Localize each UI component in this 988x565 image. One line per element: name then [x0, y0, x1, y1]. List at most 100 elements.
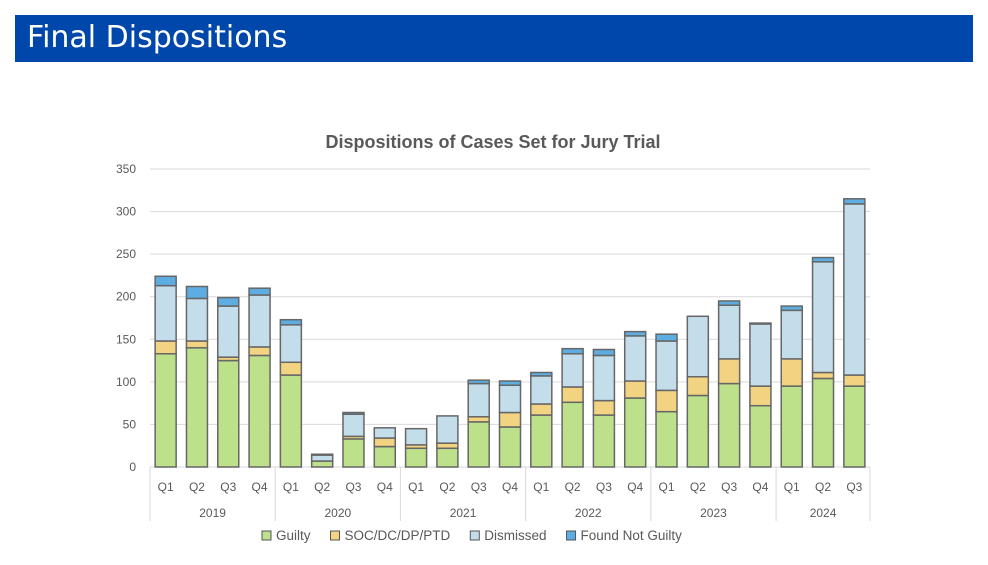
bar-segment-dismissed: [717, 304, 741, 360]
x-tick-label: Q4: [627, 480, 643, 494]
legend-swatch: [469, 530, 480, 541]
bar-segment-soc-dc-dp-ptd: [686, 375, 710, 397]
bar-segment-dismissed: [373, 427, 397, 439]
bar-segment-guilty: [655, 410, 678, 468]
bar-segment-soc-dc-dp-ptd: [373, 437, 397, 448]
bar-segment-guilty: [530, 414, 553, 468]
bar-segment-dismissed: [811, 261, 835, 374]
bar-segment-found-not-guilty: [154, 275, 177, 287]
bar-segment-dismissed: [592, 354, 616, 402]
bar-segment-found-not-guilty: [279, 318, 303, 326]
bar-segment-found-not-guilty: [467, 379, 490, 385]
bar-segment-guilty: [811, 377, 835, 468]
y-tick-label: 350: [116, 162, 136, 176]
bar-segment-dismissed: [279, 324, 303, 364]
bar-segment-found-not-guilty: [811, 256, 835, 263]
year-label: 2023: [700, 506, 727, 520]
legend-label: Dismissed: [484, 528, 546, 543]
bar-segment-guilty: [780, 385, 803, 468]
bar-segment-soc-dc-dp-ptd: [154, 340, 177, 355]
x-tick-label: Q2: [314, 480, 330, 494]
bar-segment-found-not-guilty: [310, 453, 334, 456]
x-tick-label: Q3: [721, 480, 737, 494]
y-tick-label: 200: [116, 290, 136, 304]
x-tick-label: Q1: [283, 480, 299, 494]
x-tick-label: Q1: [784, 480, 800, 494]
legend-swatch: [261, 530, 272, 541]
bar-segment-soc-dc-dp-ptd: [561, 386, 584, 404]
bar-segment-found-not-guilty: [843, 198, 866, 205]
bar-segment-dismissed: [342, 413, 365, 438]
bar-segment-dismissed: [780, 309, 803, 360]
x-tick-label: Q4: [502, 480, 518, 494]
bar-segment-guilty: [498, 426, 522, 468]
bar-segment-dismissed: [655, 340, 678, 392]
bar-segment-found-not-guilty: [717, 300, 741, 306]
bar-segment-guilty: [342, 438, 365, 468]
bar-segment-soc-dc-dp-ptd: [467, 416, 490, 423]
x-tick-label: Q2: [439, 480, 455, 494]
bar-segment-found-not-guilty: [498, 380, 522, 387]
bar-segment-soc-dc-dp-ptd: [717, 358, 741, 385]
x-tick-label: Q1: [533, 480, 549, 494]
bar-segment-dismissed: [561, 353, 584, 388]
x-tick-label: Q3: [345, 480, 361, 494]
y-tick-label: 300: [116, 205, 136, 219]
bar-segment-soc-dc-dp-ptd: [811, 371, 835, 380]
slide-title: Final Dispositions: [27, 20, 288, 55]
bar-segment-soc-dc-dp-ptd: [843, 374, 866, 387]
bar-segment-found-not-guilty: [592, 348, 616, 357]
bar-segment-soc-dc-dp-ptd: [623, 380, 647, 399]
bar-segment-guilty: [217, 359, 240, 468]
x-tick-label: Q4: [252, 480, 268, 494]
x-tick-label: Q4: [377, 480, 393, 494]
chart-title: Dispositions of Cases Set for Jury Trial: [325, 132, 660, 152]
x-tick-label: Q2: [690, 480, 706, 494]
y-tick-label: 250: [116, 247, 136, 261]
bar-segment-soc-dc-dp-ptd: [749, 385, 772, 407]
x-tick-label: Q1: [408, 480, 424, 494]
x-tick-label: Q3: [596, 480, 612, 494]
year-label: 2024: [810, 506, 837, 520]
slide-title-banner: Final Dispositions: [15, 15, 973, 62]
bar-segment-soc-dc-dp-ptd: [530, 403, 553, 416]
bar-segment-guilty: [404, 447, 428, 468]
bar-segment-guilty: [561, 401, 584, 468]
bar-segment-dismissed: [498, 384, 522, 414]
bar-segment-found-not-guilty: [248, 287, 271, 296]
bar-segment-dismissed: [843, 203, 866, 376]
bar-segment-guilty: [623, 397, 647, 468]
legend-swatch: [566, 530, 577, 541]
bar-segment-soc-dc-dp-ptd: [436, 442, 459, 450]
y-tick-label: 100: [116, 375, 136, 389]
bar-segment-guilty: [717, 382, 741, 468]
x-tick-label: Q3: [846, 480, 862, 494]
bar-segment-dismissed: [404, 427, 428, 446]
bar-segment-guilty: [686, 394, 710, 468]
x-tick-label: Q3: [220, 480, 236, 494]
bar-segment-found-not-guilty: [217, 296, 240, 307]
bar-segment-dismissed: [623, 335, 647, 382]
x-tick-label: Q2: [815, 480, 831, 494]
year-label: 2019: [199, 506, 226, 520]
year-label: 2020: [324, 506, 351, 520]
bar-segment-dismissed: [467, 382, 490, 418]
bar-segment-guilty: [310, 460, 334, 468]
bar-segment-soc-dc-dp-ptd: [780, 358, 803, 387]
x-tick-label: Q1: [659, 480, 675, 494]
bar-segment-guilty: [749, 404, 772, 468]
bar-segment-soc-dc-dp-ptd: [655, 389, 678, 413]
bar-segment-found-not-guilty: [749, 322, 772, 325]
bar-segment-dismissed: [248, 294, 271, 348]
bar-segment-dismissed: [154, 284, 177, 342]
bar-segment-soc-dc-dp-ptd: [185, 340, 209, 349]
bar-segment-dismissed: [749, 323, 772, 387]
bar-segment-guilty: [185, 347, 209, 468]
bar-segment-guilty: [592, 414, 616, 468]
bar-segment-soc-dc-dp-ptd: [592, 399, 616, 416]
bar-segment-guilty: [373, 445, 397, 468]
bar-segment-soc-dc-dp-ptd: [279, 361, 303, 376]
year-label: 2021: [450, 506, 477, 520]
bar-segment-guilty: [279, 374, 303, 468]
